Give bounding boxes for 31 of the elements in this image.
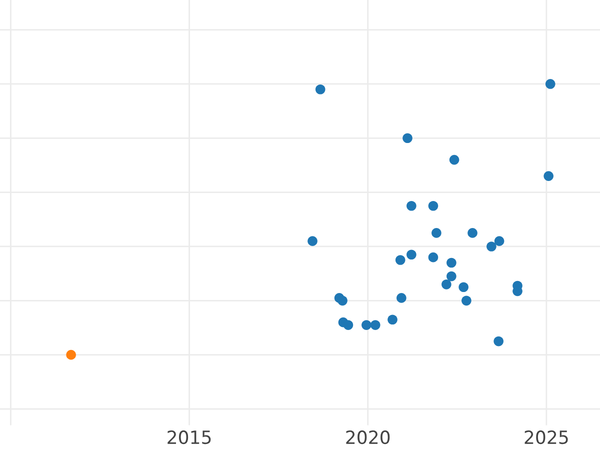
x-tick-label: 2025 bbox=[524, 430, 568, 444]
point bbox=[545, 79, 556, 89]
point bbox=[462, 296, 472, 306]
point bbox=[402, 133, 412, 144]
point bbox=[308, 236, 318, 246]
point bbox=[449, 154, 460, 165]
point bbox=[446, 271, 456, 282]
point bbox=[66, 350, 76, 360]
point bbox=[370, 320, 380, 330]
point bbox=[396, 293, 406, 303]
point bbox=[428, 252, 438, 262]
point bbox=[486, 242, 496, 252]
point bbox=[494, 336, 504, 346]
x-tick-label: 2020 bbox=[346, 430, 390, 444]
point bbox=[406, 250, 416, 260]
point bbox=[468, 228, 478, 238]
point bbox=[494, 236, 504, 246]
point bbox=[458, 282, 468, 292]
point bbox=[395, 255, 406, 265]
x-tick-label: 2015 bbox=[168, 430, 211, 444]
point bbox=[388, 314, 398, 325]
point bbox=[446, 258, 456, 268]
point bbox=[406, 200, 416, 211]
point bbox=[338, 296, 348, 306]
point bbox=[432, 228, 442, 238]
point bbox=[544, 171, 554, 181]
point bbox=[315, 84, 326, 94]
point bbox=[442, 279, 452, 290]
point bbox=[362, 320, 372, 330]
point bbox=[428, 200, 438, 211]
point bbox=[343, 320, 354, 330]
